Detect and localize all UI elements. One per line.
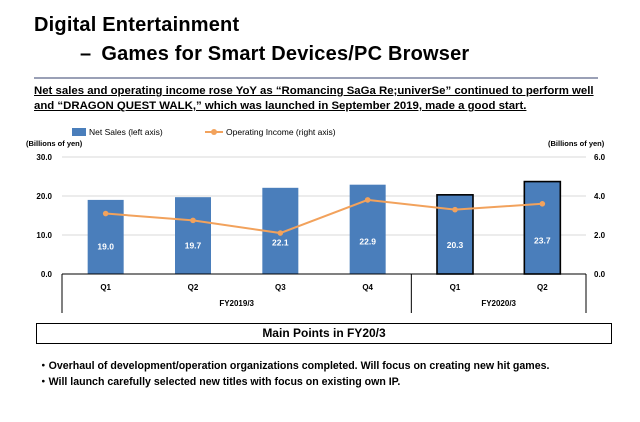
net-sales-data-label: 19.7 [185, 241, 202, 251]
headline-line-2: and “DRAGON QUEST WALK,” which was launc… [34, 100, 527, 112]
main-points-title: Main Points in FY20/3 [36, 323, 612, 344]
left-axis-tick-label: 20.0 [36, 192, 52, 201]
category-label: Q3 [275, 283, 286, 292]
headline-line-1: Net sales and operating income rose YoY … [34, 85, 594, 97]
legend-net-sales-swatch [72, 128, 86, 136]
operating-income-point [452, 206, 458, 213]
operating-income-point [364, 197, 371, 203]
operating-income-line [105, 198, 543, 235]
operating-income-point [190, 217, 196, 224]
right-axis-tick-label: 0.0 [594, 270, 606, 279]
legend-operating-income-label: Operating Income (right axis) [226, 127, 336, 137]
category-label: Q2 [188, 283, 199, 292]
main-point-item: ・Will launch carefully selected new titl… [38, 376, 401, 388]
net-sales-data-label: 19.0 [97, 242, 114, 252]
headline: Net sales and operating income rose YoY … [34, 84, 634, 114]
main-points-list: ・Overhaul of development/operation organ… [38, 358, 549, 390]
operating-income-point [277, 230, 284, 236]
category-label: Q1 [100, 283, 111, 292]
title-divider [34, 77, 598, 79]
net-sales-data-label: 20.3 [447, 240, 464, 250]
page-subtitle: – Games for Smart Devices/PC Browser [80, 43, 469, 66]
left-axis-tick-label: 0.0 [41, 270, 53, 279]
group-label: FY2020/3 [481, 299, 516, 308]
subtitle-text: Games for Smart Devices/PC Browser [101, 43, 470, 65]
left-axis-tick-label: 10.0 [36, 231, 52, 240]
net-sales-bar [523, 180, 562, 275]
subtitle-dash: – [80, 43, 92, 65]
left-axis-unit-label: (Billions of yen) [26, 139, 83, 148]
right-axis-unit-label: (Billions of yen) [548, 139, 605, 148]
right-axis-tick-label: 6.0 [594, 153, 606, 162]
page-title: Digital Entertainment [34, 14, 240, 36]
main-point-item: ・Overhaul of development/operation organ… [38, 360, 550, 372]
net-sales-data-label: 23.7 [534, 235, 551, 245]
category-label: Q4 [362, 283, 373, 292]
right-axis-tick-label: 4.0 [594, 192, 606, 201]
operating-income-point [539, 201, 546, 207]
net-sales-bar [436, 194, 474, 275]
right-axis-tick-label: 2.0 [594, 231, 606, 240]
left-axis-tick-label: 30.0 [36, 153, 52, 162]
operating-income-point [102, 210, 109, 217]
category-label: Q1 [450, 283, 461, 292]
legend-net-sales-label: Net Sales (left axis) [89, 127, 163, 137]
net-sales-data-label: 22.9 [359, 237, 376, 247]
net-sales-operating-income-chart: 0.0 10.0 20.0 30.0 0.0 2.0 4.0 6.0 19.0 19.7 22.1 2… [36, 153, 606, 313]
legend-operating-income-marker [211, 129, 217, 135]
category-label: Q2 [537, 283, 548, 292]
group-label: FY2019/3 [219, 299, 254, 308]
net-sales-data-label: 22.1 [272, 238, 289, 248]
net-sales-bar [175, 197, 211, 274]
